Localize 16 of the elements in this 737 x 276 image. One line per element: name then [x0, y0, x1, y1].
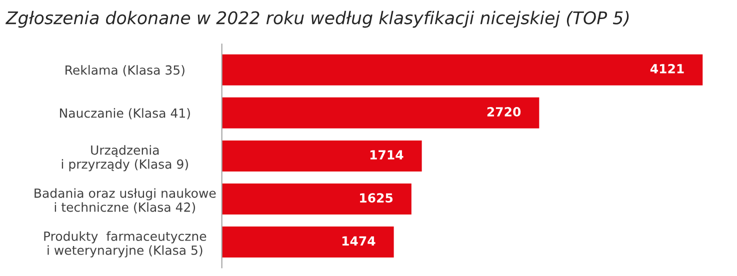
bar [222, 140, 422, 172]
bar [222, 226, 394, 258]
bar [222, 183, 412, 214]
bar [222, 97, 540, 128]
data-label: 1474 [342, 236, 376, 246]
data-label: 1625 [360, 193, 393, 203]
y-tick-label: Nauczanie (Klasa 41) [60, 108, 190, 120]
y-tick-label: Reklama (Klasa 35) [66, 65, 184, 76]
chart-title: Zgłoszenia dokonane w 2022 roku według klasyfikacji nicejskiej (TOP 5) [6, 10, 629, 28]
data-label: 2720 [487, 107, 521, 117]
y-tick-label: Urządzenia i przyrządy (Klasa 9) [62, 145, 188, 172]
y-tick-label: Badania oraz usługi naukowe i techniczne (Klasa 42) [34, 188, 216, 214]
y-tick-label: Produkty farmaceutyczne i weterynaryjne (Klasa 5) [44, 231, 206, 258]
data-label: 1714 [370, 150, 404, 160]
data-label: 4121 [650, 64, 684, 74]
bar [222, 54, 703, 86]
